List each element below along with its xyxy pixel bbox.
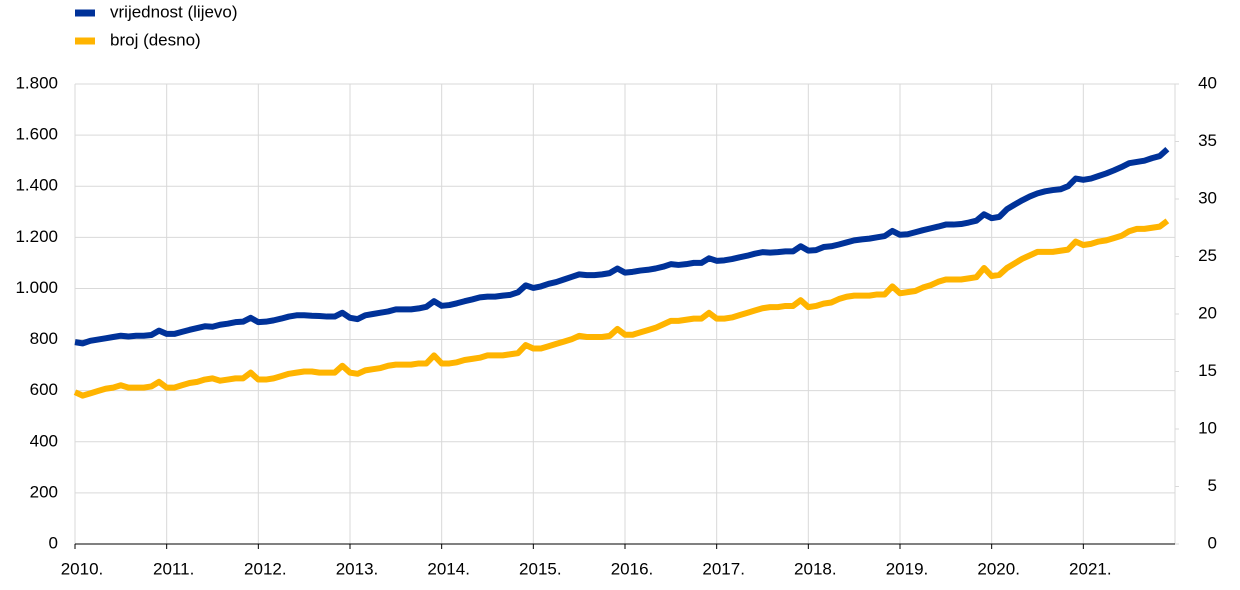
x-tick-label: 2015. (519, 559, 562, 578)
series-line (73, 218, 1170, 399)
x-tick-label: 2017. (702, 559, 745, 578)
x-tick-label: 2011. (153, 559, 194, 578)
x-tick-label: 2020. (977, 559, 1020, 578)
y-tick-label: 1.800 (15, 73, 58, 92)
y-tick-label: 1.600 (15, 125, 58, 144)
y-tick-label: 1.400 (15, 176, 58, 195)
y2-tick-label: 5 (1208, 476, 1217, 495)
x-tick-label: 2010. (61, 559, 104, 578)
y-tick-label: 400 (30, 431, 58, 450)
legend-label: broj (desno) (110, 30, 201, 49)
y2-tick-label: 35 (1198, 131, 1217, 150)
x-tick-label: 2014. (427, 559, 470, 578)
legend-label: vrijednost (lijevo) (110, 2, 238, 21)
x-tick-label: 2012. (244, 559, 287, 578)
x-tick-label: 2013. (336, 559, 379, 578)
x-tick-label: 2021. (1069, 559, 1112, 578)
y2-tick-label: 40 (1198, 73, 1217, 92)
y-tick-label: 200 (30, 482, 58, 501)
x-tick-label: 2018. (794, 559, 837, 578)
y-tick-label: 1.200 (15, 227, 58, 246)
y-tick-label: 0 (49, 533, 58, 552)
legend-swatch (75, 37, 95, 45)
y2-tick-label: 15 (1198, 361, 1217, 380)
y2-tick-label: 0 (1208, 533, 1217, 552)
y-tick-label: 800 (30, 329, 58, 348)
y2-tick-label: 10 (1198, 418, 1217, 437)
series-line (74, 146, 1170, 347)
x-tick-label: 2019. (886, 559, 929, 578)
y2-tick-label: 20 (1198, 303, 1217, 322)
x-tick-label: 2016. (611, 559, 654, 578)
y-tick-label: 600 (30, 380, 58, 399)
y-tick-label: 1.000 (15, 278, 58, 297)
y2-tick-label: 25 (1198, 246, 1217, 265)
y2-tick-label: 30 (1198, 188, 1217, 207)
legend-swatch (75, 9, 95, 17)
